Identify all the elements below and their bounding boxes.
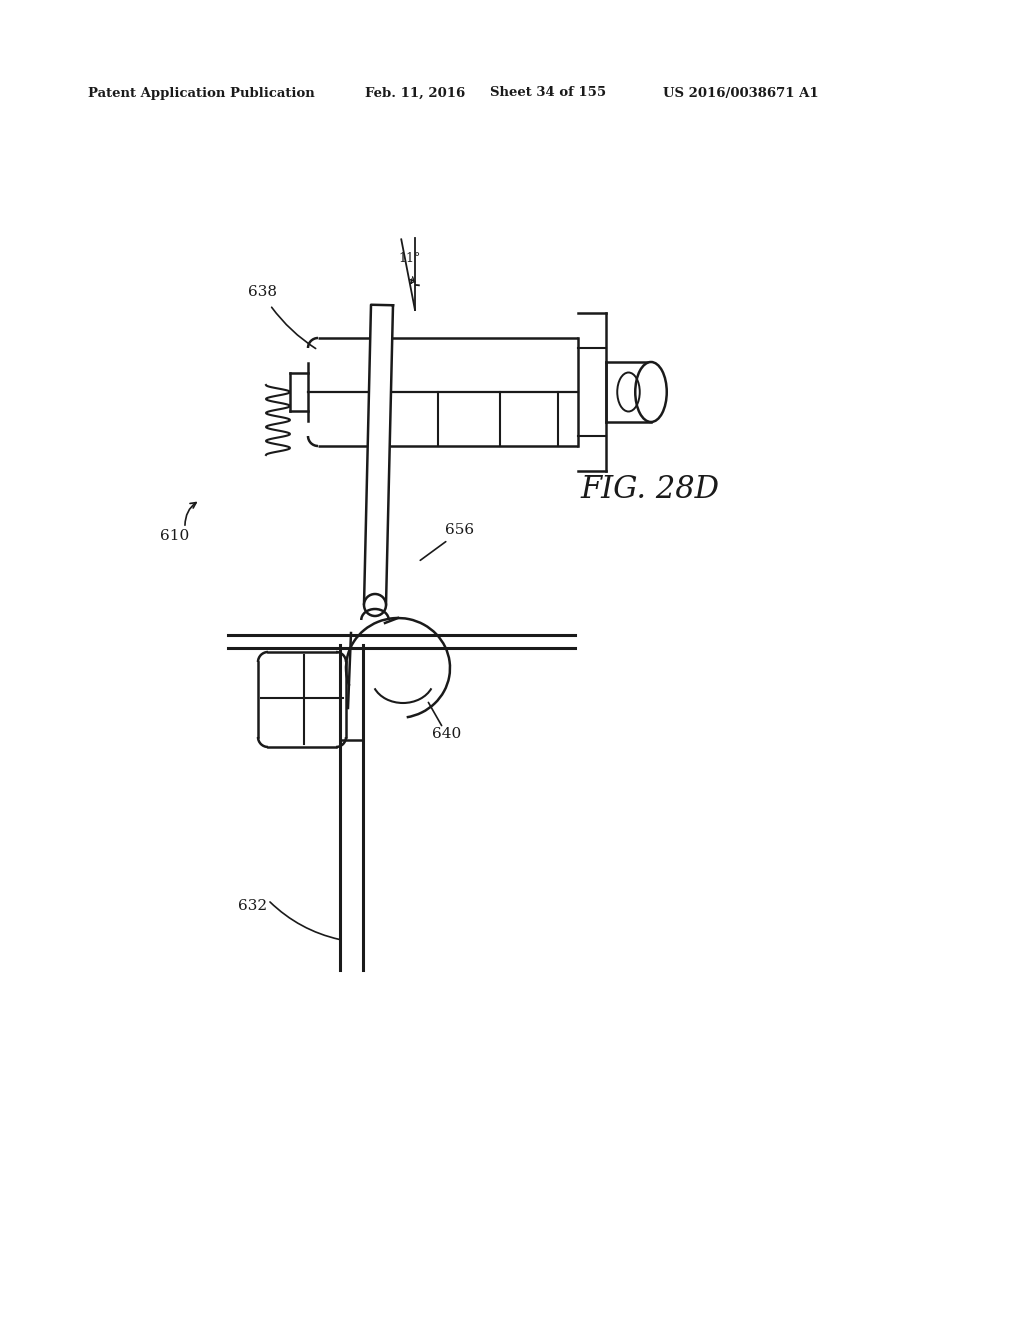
Text: US 2016/0038671 A1: US 2016/0038671 A1 [663, 87, 818, 99]
Text: 11°: 11° [398, 252, 421, 265]
Text: Sheet 34 of 155: Sheet 34 of 155 [490, 87, 606, 99]
Text: Patent Application Publication: Patent Application Publication [88, 87, 314, 99]
Text: 656: 656 [445, 523, 474, 537]
Ellipse shape [635, 362, 667, 422]
Text: 610: 610 [160, 529, 189, 543]
Text: 640: 640 [432, 727, 461, 741]
Text: Feb. 11, 2016: Feb. 11, 2016 [365, 87, 465, 99]
Ellipse shape [364, 594, 386, 616]
Text: 638: 638 [248, 285, 278, 300]
Polygon shape [364, 305, 393, 606]
Text: FIG. 28D: FIG. 28D [581, 474, 720, 506]
Text: 632: 632 [238, 899, 267, 913]
